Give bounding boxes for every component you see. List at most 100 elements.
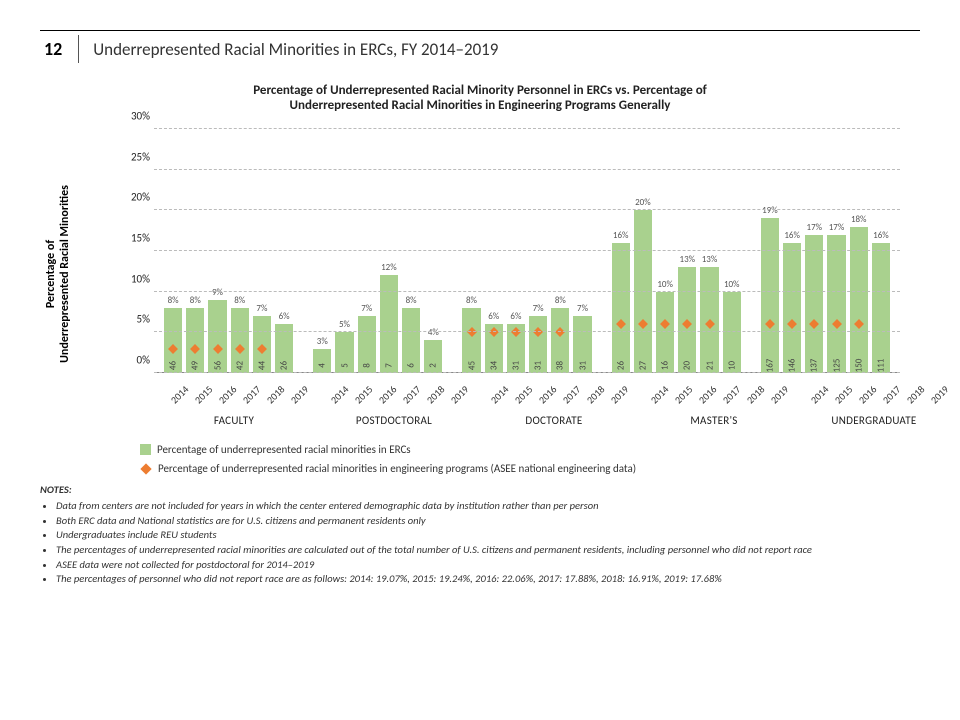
- x-year-label: 2019: [288, 383, 311, 406]
- bar-n-label: 125: [831, 359, 842, 373]
- bar-percent-label: 7%: [256, 303, 267, 314]
- bar-percent-label: 5%: [339, 319, 350, 330]
- bar-n-label: 31: [577, 361, 588, 370]
- note-item: ASEE data were not collected for postdoc…: [56, 558, 920, 572]
- bar-column: 16%111: [872, 129, 890, 373]
- bar-percent-label: 8%: [555, 295, 566, 306]
- x-year-row: 201420152016201720182019: [164, 373, 304, 386]
- bar-percent-label: 6%: [510, 311, 521, 322]
- page: 12 Underrepresented Racial Minorities in…: [0, 0, 960, 607]
- bar-n-label: 42: [234, 361, 245, 370]
- bar-column: 8% 49: [186, 129, 204, 373]
- x-year-label: 2018: [264, 383, 287, 406]
- legend-row-diamond: Percentage of underrepresented racial mi…: [140, 462, 920, 475]
- legend: Percentage of underrepresented racial mi…: [140, 443, 920, 475]
- bar: 8%6: [402, 308, 420, 373]
- x-year-label: 2015: [192, 383, 215, 406]
- legend-diamond-icon: [140, 463, 151, 474]
- bar-column: 10%16: [656, 129, 674, 373]
- bar-n-label: 2: [428, 363, 439, 368]
- bar-n-label: 146: [787, 359, 798, 373]
- bars-row: 16%2620%2710%1613%2013%2110%10: [612, 129, 741, 373]
- bar: 8%38: [551, 308, 569, 373]
- bar-n-label: 137: [809, 359, 820, 373]
- bar-n-label: 8: [361, 363, 372, 368]
- bar-percent-label: 8%: [234, 295, 245, 306]
- bar-n-label: 5: [339, 363, 350, 368]
- bar-column: 16% 146: [783, 129, 801, 373]
- gridline: [154, 169, 900, 170]
- notes-list: Data from centers are not included for y…: [40, 499, 920, 586]
- bar-percent-label: 16%: [873, 230, 889, 241]
- bar-column: 8% 42: [231, 129, 249, 373]
- bar-column: 7%44: [253, 129, 271, 373]
- bar-percent-label: 10%: [724, 279, 740, 290]
- bar-percent-label: 13%: [702, 254, 718, 265]
- bar: 17%125: [827, 235, 845, 373]
- page-number: 12: [40, 35, 79, 63]
- x-year-label: 2019: [448, 383, 471, 406]
- x-group-label: UNDERGRADUATE: [804, 414, 944, 427]
- bar-n-label: 26: [279, 361, 290, 370]
- bar-percent-label: 7%: [577, 303, 588, 314]
- x-group: 201420152016201720182019DOCTORATE: [474, 373, 634, 429]
- bar: 20%27: [634, 210, 652, 373]
- notes-section: NOTES: Data from centers are not include…: [40, 483, 920, 586]
- bar-n-label: 31: [533, 361, 544, 370]
- bar-column: 6%26: [275, 129, 293, 373]
- bar-column: 18%150: [850, 129, 868, 373]
- bar-percent-label: 7%: [533, 303, 544, 314]
- bar-percent-label: 8%: [466, 295, 477, 306]
- bar: 7%31: [573, 316, 591, 373]
- bar-column: 8%45: [462, 129, 480, 373]
- bar-n-label: 27: [637, 361, 648, 370]
- x-year-label: 2014: [168, 383, 191, 406]
- bar-group: 8%468%499%568%427%446%26: [154, 129, 303, 373]
- bar-column: 16%26: [612, 129, 630, 373]
- bar-column: 3%4: [313, 129, 331, 373]
- note-item: The percentages of personnel who did not…: [56, 572, 920, 586]
- gridline: [154, 128, 900, 129]
- chart-area: Percentage of Underrepresented Racial Mi…: [130, 119, 900, 429]
- bar-n-label: 16: [660, 361, 671, 370]
- bar: 7%31: [529, 316, 547, 373]
- x-year-label: 2017: [400, 383, 423, 406]
- bar-group: 19%167 16% 146 17%13717%125 18%15016%111: [751, 129, 900, 373]
- x-year-label: 2015: [352, 383, 375, 406]
- bar: 16%111: [872, 243, 890, 373]
- bar-column: 13%21: [700, 129, 718, 373]
- bar-percent-label: 16%: [784, 230, 800, 241]
- x-year-label: 2019: [928, 383, 951, 406]
- x-year-label: 2015: [672, 383, 695, 406]
- bar-column: 17%137: [805, 129, 823, 373]
- x-year-label: 2017: [240, 383, 263, 406]
- x-year-label: 2014: [808, 383, 831, 406]
- bars-row: 19%167 16% 146 17%13717%125 18%15016%111: [761, 129, 890, 373]
- bar-column: 4%2: [424, 129, 442, 373]
- bar: 19%167: [761, 218, 779, 373]
- note-item: Both ERC data and National statistics ar…: [56, 514, 920, 528]
- bar-groups: 8%468%499%568%427%446%263%45%57%812%78%6…: [154, 129, 900, 373]
- bar-percent-label: 8%: [190, 295, 201, 306]
- bar: 18%150: [850, 227, 868, 373]
- bar-percent-label: 19%: [762, 205, 778, 216]
- bar-n-label: 31: [510, 361, 521, 370]
- bar-n-label: 49: [190, 361, 201, 370]
- bar-group: 3%45%57%812%78%64%2: [303, 129, 452, 373]
- bar-n-label: 4: [317, 363, 328, 368]
- x-year-label: 2016: [856, 383, 879, 406]
- y-axis-title-l2: Underrepresented Racial Minorities: [58, 185, 72, 363]
- x-year-label: 2016: [696, 383, 719, 406]
- bars-row: 8%468%499%568%427%446%26: [164, 129, 293, 373]
- x-year-label: 2018: [744, 383, 767, 406]
- bar-percent-label: 12%: [381, 262, 397, 273]
- x-group: 201420152016201720182019POSTDOCTORAL: [314, 373, 474, 429]
- bar: 16%146: [783, 243, 801, 373]
- note-item: Data from centers are not included for y…: [56, 499, 920, 513]
- x-year-label: 2017: [560, 383, 583, 406]
- bar-percent-label: 6%: [488, 311, 499, 322]
- bar-group: 8%456%346%317%318%387%31: [452, 129, 601, 373]
- bar-column: 17%125: [827, 129, 845, 373]
- x-year-row: 201420152016201720182019: [644, 373, 784, 386]
- note-item: The percentages of underrepresented raci…: [56, 543, 920, 557]
